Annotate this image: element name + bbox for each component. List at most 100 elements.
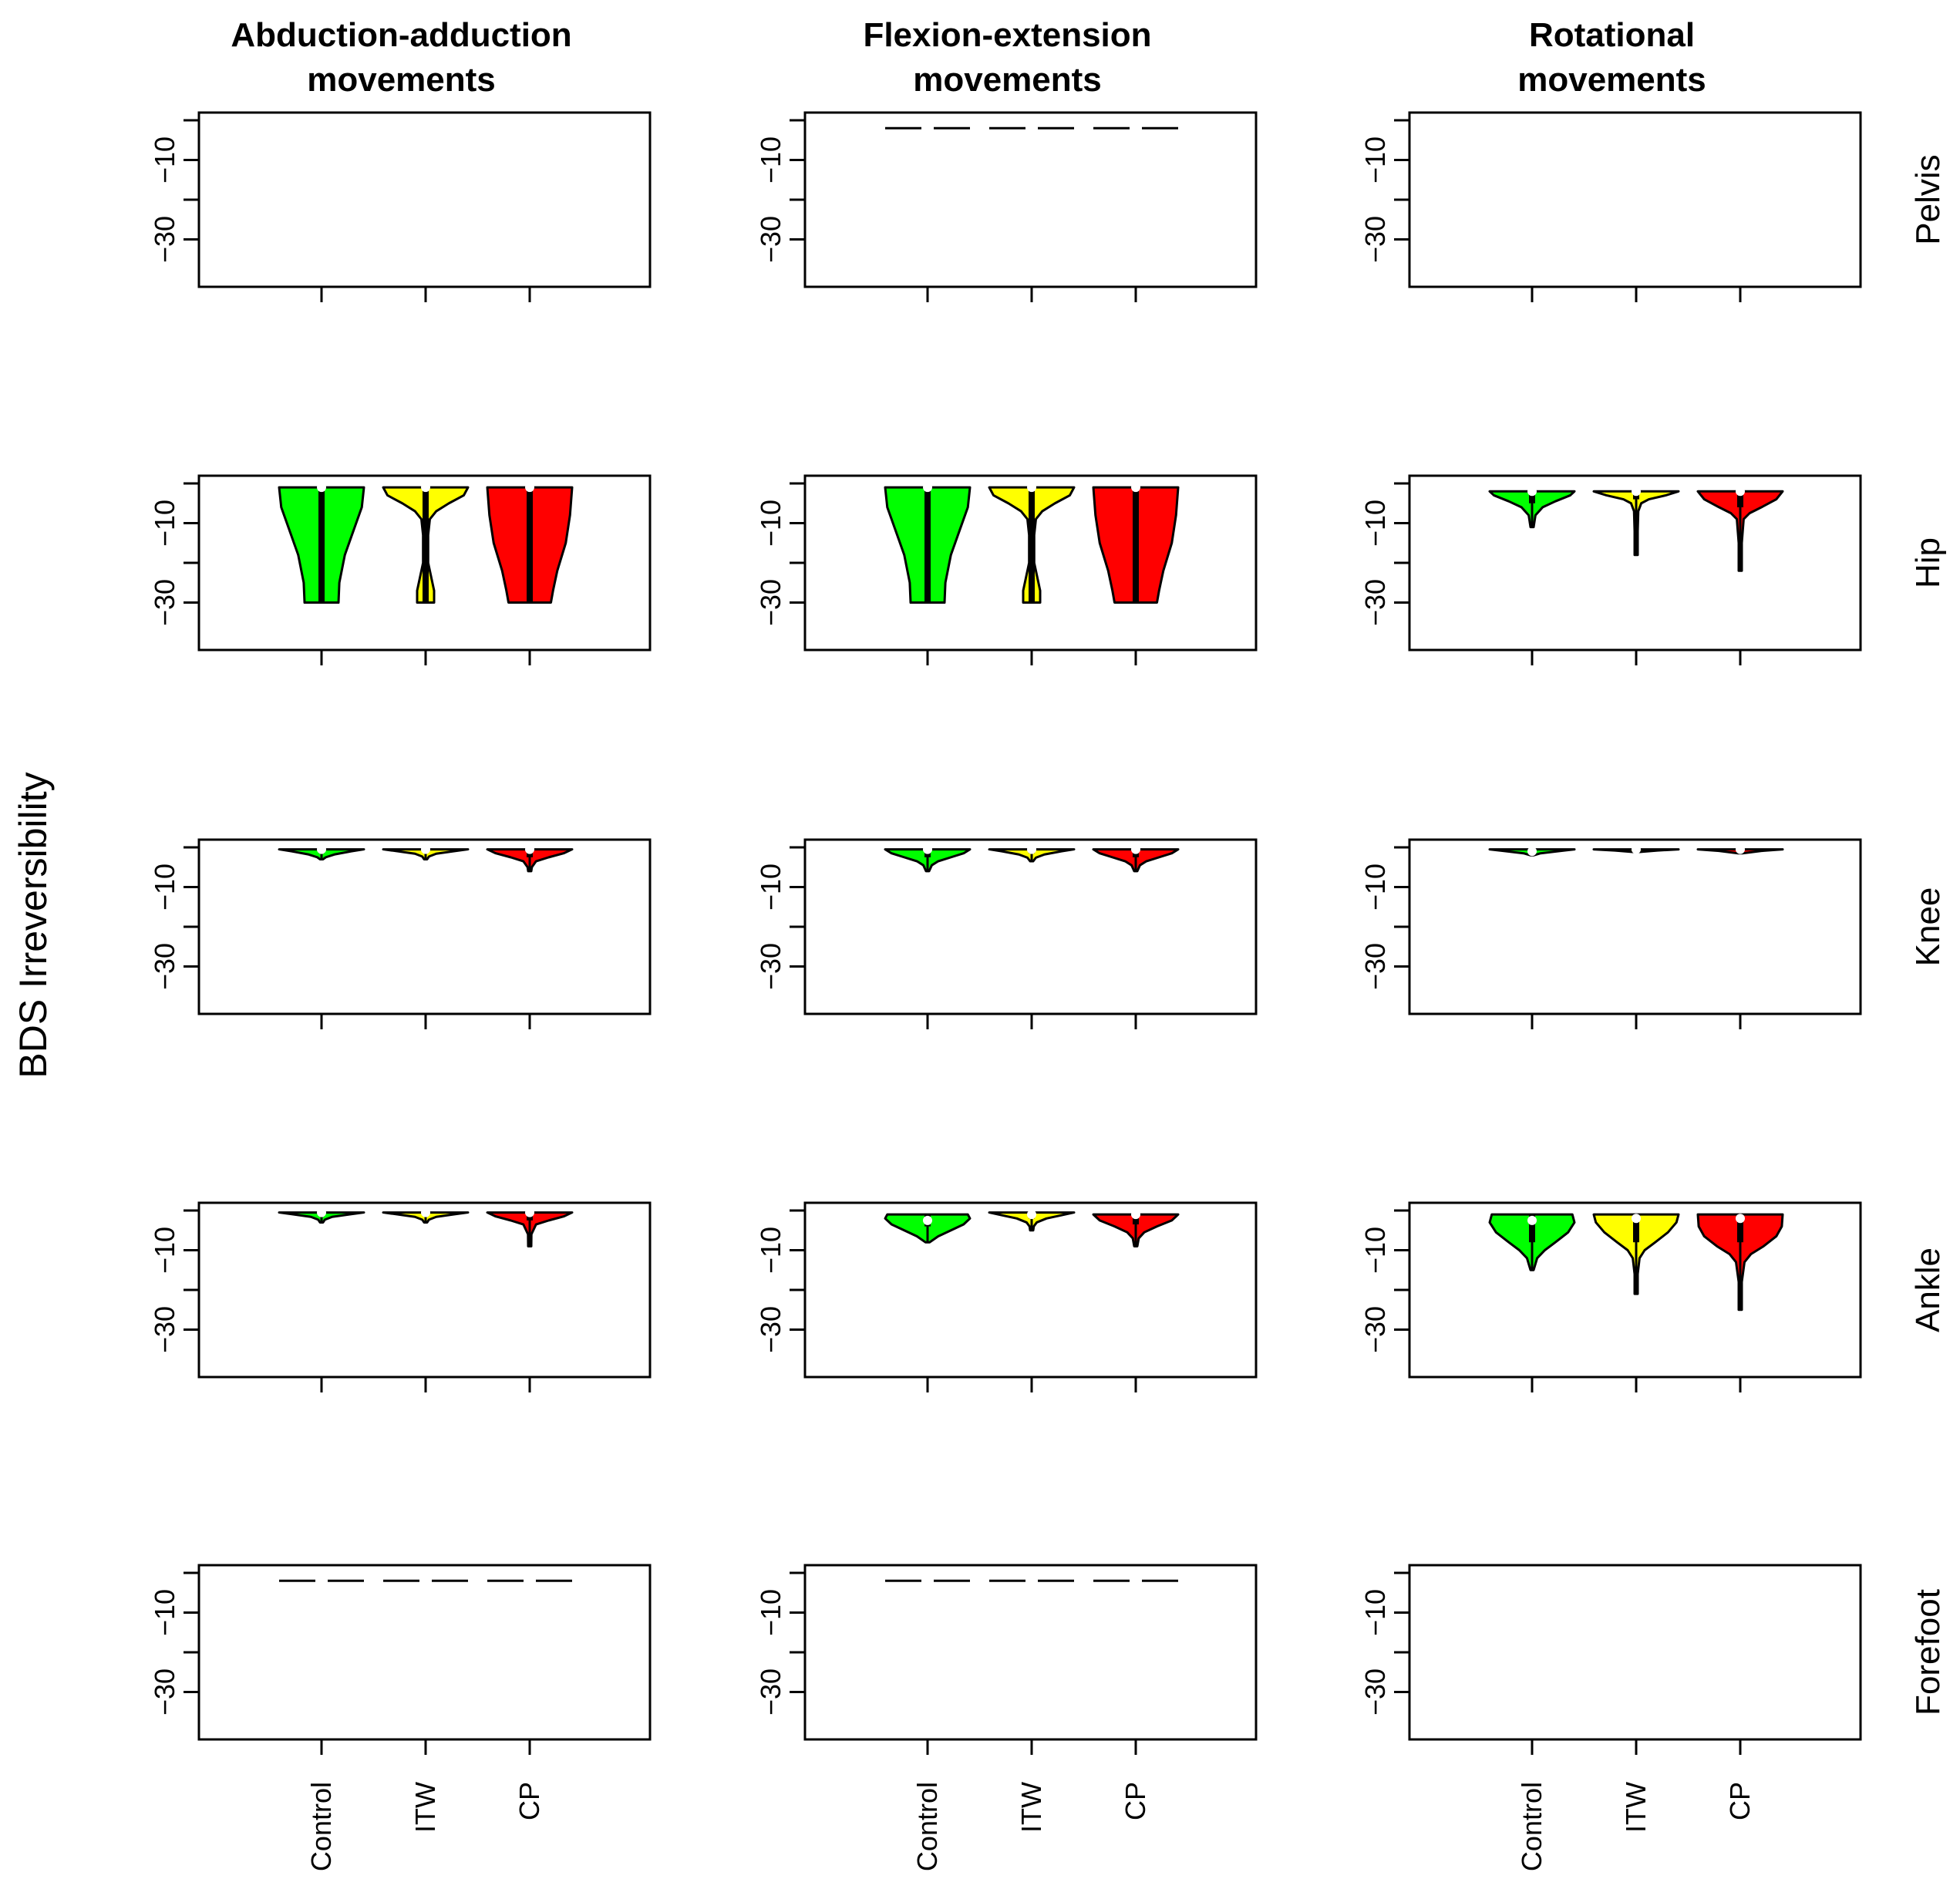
median-point-hip-col2-cp [1131,483,1140,493]
median-point-hip-col2-control [923,483,932,493]
y-tick-label-knee-col3--10: −10 [1359,864,1391,911]
category-label-col1-itw: ITW [409,1782,441,1833]
y-tick-label-pelvis-col1--30: −30 [149,216,180,263]
median-point-hip-col3-itw [1632,487,1641,497]
panel-frame-knee-col2 [803,838,1258,1015]
panel-frame-forefoot-col2 [803,1564,1258,1741]
panel-frame-forefoot-col3 [1408,1564,1862,1741]
median-point-hip-col1-cp [525,483,534,493]
median-point-knee-col2-control [923,844,932,854]
iqr-box-hip-col3-control [1529,491,1535,503]
iqr-box-hip-col1-itw [423,487,429,603]
y-tick-label-forefoot-col1--30: −30 [149,1668,180,1716]
median-point-ankle-col1-cp [525,1207,534,1217]
median-point-hip-col3-control [1527,487,1537,497]
y-tick-label-forefoot-col3--10: −10 [1359,1589,1391,1636]
column-title-2-line-1: Flexion-extension [863,16,1151,54]
median-point-knee-col1-control [317,844,326,854]
median-point-knee-col2-itw [1027,844,1036,854]
iqr-box-hip-col2-control [924,487,931,603]
row-label-hip: Hip [1909,537,1947,588]
column-title-1-line-2: movements [307,61,496,99]
y-tick-label-forefoot-col2--10: −10 [755,1589,786,1636]
panel-frame-forefoot-col1 [197,1564,652,1741]
iqr-box-ankle-col2-cp [1133,1214,1139,1225]
y-tick-label-forefoot-col2--30: −30 [755,1668,786,1716]
y-tick-label-pelvis-col1--10: −10 [149,136,180,184]
y-tick-label-ankle-col3--30: −30 [1359,1306,1391,1353]
median-point-ankle-col2-itw [1027,1210,1036,1220]
row-label-pelvis: Pelvis [1909,154,1947,244]
category-label-col3-cp: CP [1724,1782,1756,1820]
y-tick-label-hip-col1--30: −30 [149,579,180,626]
y-tick-label-knee-col1--30: −30 [149,943,180,990]
y-tick-label-knee-col2--10: −10 [755,864,786,911]
median-point-knee-col3-cp [1736,844,1745,854]
iqr-box-ankle-col3-control [1529,1214,1535,1243]
y-tick-label-pelvis-col2--30: −30 [755,216,786,263]
y-axis-title: BDS Irreversibility [12,772,55,1078]
panel-frame-knee-col1 [197,838,652,1015]
median-point-knee-col1-itw [421,844,430,854]
column-title-3-line-2: movements [1517,61,1706,99]
category-label-col3-itw: ITW [1620,1782,1652,1833]
median-point-knee-col1-cp [525,844,534,854]
median-point-knee-col3-itw [1632,844,1641,854]
iqr-box-hip-col3-cp [1737,491,1743,507]
panel-frame-pelvis-col1 [197,111,652,288]
median-point-hip-col1-control [317,483,326,493]
median-point-ankle-col3-itw [1632,1214,1641,1224]
y-tick-label-hip-col1--10: −10 [149,500,180,547]
column-title-1-line-1: Abduction-adduction [231,16,571,54]
y-tick-label-ankle-col1--30: −30 [149,1306,180,1353]
row-label-ankle: Ankle [1909,1248,1947,1332]
category-label-col3-control: Control [1516,1782,1547,1871]
column-title-2-line-2: movements [913,61,1102,99]
median-point-hip-col3-cp [1736,487,1745,497]
row-label-forefoot: Forefoot [1909,1589,1947,1716]
y-tick-label-ankle-col2--30: −30 [755,1306,786,1353]
category-label-col2-control: Control [911,1782,943,1871]
median-point-ankle-col2-control [923,1215,932,1225]
iqr-box-hip-col2-cp [1133,487,1139,603]
y-tick-label-forefoot-col3--30: −30 [1359,1668,1391,1716]
iqr-box-ankle-col3-cp [1737,1214,1743,1243]
y-tick-label-ankle-col3--10: −10 [1359,1227,1391,1274]
median-point-hip-col1-itw [421,483,430,493]
median-point-ankle-col2-cp [1131,1210,1140,1220]
median-point-knee-col2-cp [1131,844,1140,854]
y-tick-label-pelvis-col3--10: −10 [1359,136,1391,184]
iqr-box-hip-col2-itw [1029,487,1035,603]
y-tick-label-pelvis-col2--10: −10 [755,136,786,184]
category-label-col1-control: Control [305,1782,337,1871]
panel-frame-pelvis-col3 [1408,111,1862,288]
y-tick-label-ankle-col1--10: −10 [149,1227,180,1274]
y-tick-label-hip-col2--10: −10 [755,500,786,547]
median-point-hip-col2-itw [1027,483,1036,493]
iqr-box-hip-col1-cp [527,487,533,603]
y-tick-label-pelvis-col3--30: −30 [1359,216,1391,263]
panel-frame-knee-col3 [1408,838,1862,1015]
y-tick-label-knee-col1--10: −10 [149,864,180,911]
y-tick-label-hip-col3--10: −10 [1359,500,1391,547]
iqr-box-ankle-col3-itw [1633,1214,1639,1243]
y-tick-label-hip-col3--30: −30 [1359,579,1391,626]
category-label-col1-cp: CP [514,1782,545,1820]
category-label-col2-itw: ITW [1015,1782,1047,1833]
row-label-knee: Knee [1909,887,1947,967]
y-tick-label-ankle-col2--10: −10 [755,1227,786,1274]
median-point-ankle-col1-control [317,1207,326,1217]
median-point-ankle-col3-control [1527,1215,1537,1225]
y-tick-label-forefoot-col1--10: −10 [149,1589,180,1636]
median-point-ankle-col3-cp [1736,1214,1745,1224]
y-tick-label-knee-col3--30: −30 [1359,943,1391,990]
median-point-ankle-col1-itw [421,1207,430,1217]
y-tick-label-hip-col2--30: −30 [755,579,786,626]
y-tick-label-knee-col2--30: −30 [755,943,786,990]
panel-frame-pelvis-col2 [803,111,1258,288]
median-point-knee-col3-control [1527,847,1537,857]
category-label-col2-cp: CP [1120,1782,1151,1820]
column-title-3-line-1: Rotational [1529,16,1695,54]
panel-frame-ankle-col1 [197,1201,652,1379]
